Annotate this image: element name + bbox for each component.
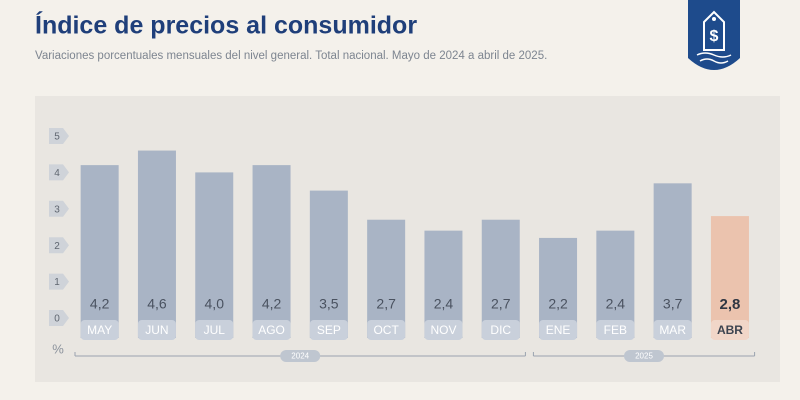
category-badge [137, 320, 176, 340]
y-tick-label: 3 [54, 204, 60, 215]
value-label: 2,4 [606, 296, 626, 312]
y-tick-label: 1 [54, 277, 60, 288]
value-label: 2,7 [376, 296, 396, 312]
x-tick-label: NOV [430, 323, 456, 337]
category-badge [653, 320, 692, 340]
value-label: 4,2 [90, 296, 110, 312]
x-tick-label: MAR [659, 323, 686, 337]
group-badge [624, 350, 664, 362]
svg-text:$: $ [710, 28, 719, 45]
value-label: 4,6 [147, 296, 167, 312]
category-badge [309, 320, 348, 340]
value-label: 4,0 [205, 296, 225, 312]
bar [710, 216, 749, 338]
y-tick-badge [49, 237, 69, 254]
x-tick-label: OCT [373, 323, 399, 337]
x-tick-label: AGO [258, 323, 285, 337]
group-label: 2025 [635, 352, 653, 361]
group-badge [280, 350, 321, 362]
bar [80, 165, 119, 338]
category-badge [596, 320, 635, 340]
category-badge [195, 320, 234, 340]
logo: $ [688, 0, 740, 70]
category-badge [252, 320, 291, 340]
y-tick-badge [49, 164, 69, 181]
category-badge [424, 320, 463, 340]
category-badge [710, 320, 749, 340]
y-tick-badge [49, 273, 69, 290]
category-badge [539, 320, 578, 340]
bar [195, 172, 234, 338]
bar [481, 219, 520, 338]
y-tick-badge [49, 200, 69, 217]
y-tick-label: 5 [54, 132, 60, 143]
y-tick-badge [49, 310, 69, 326]
category-badge [481, 320, 520, 340]
value-label: 2,8 [720, 296, 741, 313]
chart-subtitle: Variaciones porcentuales mensuales del n… [35, 50, 547, 62]
bar [137, 150, 176, 338]
bar [252, 165, 291, 338]
category-badge [367, 320, 406, 340]
value-label: 2,4 [434, 296, 454, 312]
x-tick-label: ENE [546, 323, 571, 337]
value-label: 4,2 [262, 296, 282, 312]
x-tick-label: JUN [145, 323, 168, 337]
x-tick-label: DIC [490, 323, 511, 337]
unit-label: % [52, 341, 64, 356]
bar [367, 219, 406, 338]
x-tick-label: FEB [604, 323, 627, 337]
value-label: 3,7 [663, 296, 683, 312]
bar [653, 183, 692, 338]
chart-title: Índice de precios al consumidor [35, 11, 417, 40]
bar [309, 190, 348, 338]
value-label: 3,5 [319, 296, 339, 312]
y-tick-badge [49, 128, 69, 144]
category-badge [80, 320, 119, 340]
x-tick-label: SEP [317, 323, 341, 337]
x-tick-label: MAY [87, 323, 112, 337]
group-label: 2024 [291, 352, 309, 361]
x-tick-label: ABR [717, 323, 743, 337]
y-tick-label: 0 [54, 314, 60, 325]
value-label: 2,2 [548, 296, 568, 312]
y-tick-label: 4 [54, 168, 60, 179]
x-tick-label: JUL [204, 323, 226, 337]
y-tick-label: 2 [54, 241, 60, 252]
value-label: 2,7 [491, 296, 511, 312]
